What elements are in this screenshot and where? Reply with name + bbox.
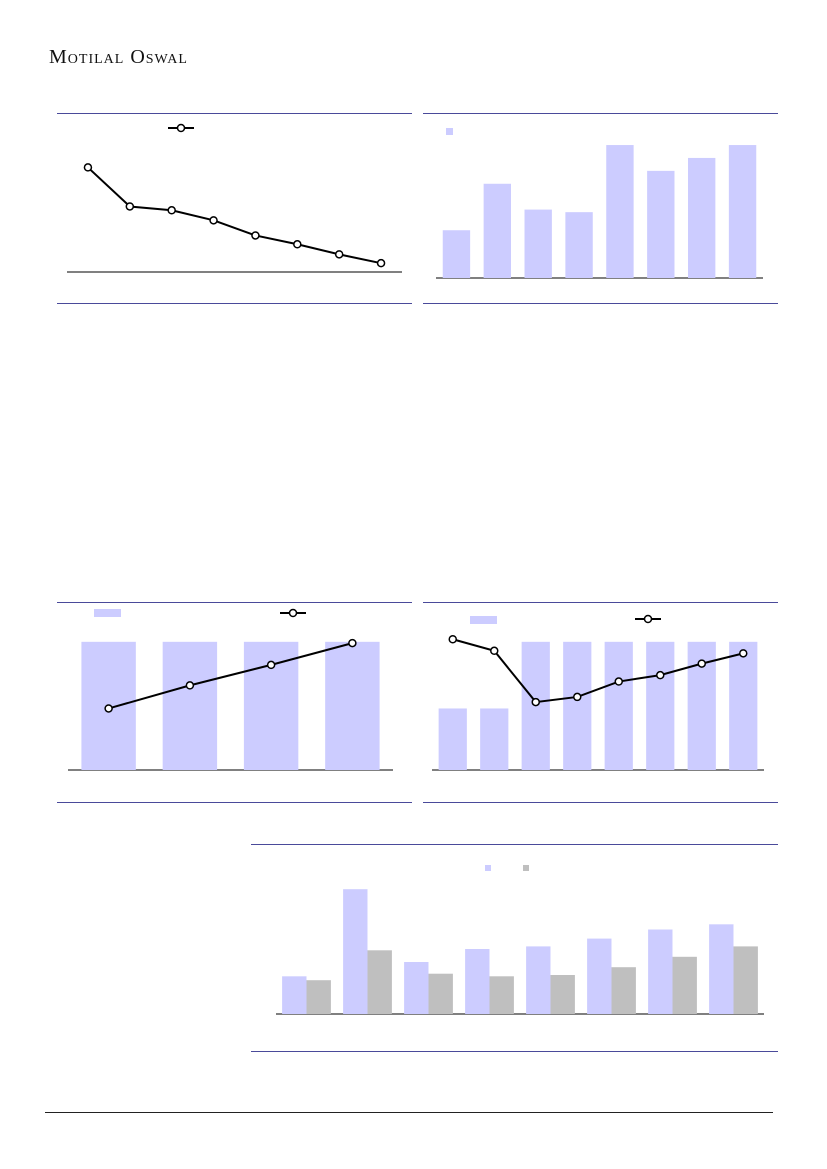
bar-7	[687, 157, 716, 278]
bar-5	[604, 641, 633, 770]
bar-2	[483, 183, 512, 278]
series-2-point-4	[573, 692, 582, 702]
bar-4	[325, 641, 380, 770]
series-1-bar-3	[404, 962, 429, 1014]
series-1-bar-4	[465, 949, 490, 1014]
bar-6	[647, 170, 675, 278]
legend-bar-swatch	[470, 616, 497, 624]
series-2-point-5	[614, 677, 623, 686]
legend-line-marker	[643, 614, 653, 624]
bar-6	[646, 641, 675, 770]
series-1-point-2	[125, 202, 135, 211]
series-2-bar-1	[306, 980, 331, 1014]
chart-5-grouped-bar	[276, 865, 764, 1015]
bar-1	[442, 230, 471, 278]
series-1-bar-5	[526, 946, 551, 1014]
bar-1	[438, 708, 467, 770]
chart-2-bottom-rule	[423, 303, 778, 304]
series-2-bar-2	[367, 950, 392, 1014]
series-2-line	[452, 638, 744, 704]
footer-rule	[45, 1112, 773, 1113]
legend-series-2-swatch	[523, 865, 529, 871]
chart-5-top-rule	[251, 844, 778, 845]
series-1-line	[87, 166, 382, 265]
series-2-bar-4	[489, 976, 514, 1014]
bar-4	[563, 641, 592, 770]
series-2-bar-8	[733, 946, 758, 1014]
legend-line-marker	[176, 123, 186, 133]
series-2-bar-5	[550, 975, 575, 1014]
chart-1-line	[67, 123, 402, 273]
series-1-bar-7	[648, 929, 673, 1014]
chart-1-bottom-rule	[57, 303, 412, 304]
chart-3-bottom-rule	[57, 802, 412, 803]
series-1-point-1	[83, 163, 93, 172]
legend-bar-swatch	[446, 128, 453, 135]
series-1-point-3	[167, 206, 176, 215]
bar-2	[162, 641, 218, 770]
series-2-point-4	[348, 638, 357, 648]
series-1-point-6	[293, 240, 302, 249]
bar-8	[728, 145, 757, 278]
bar-2	[480, 708, 509, 770]
legend-series-1-swatch	[485, 865, 491, 871]
chart-3-bar-line	[68, 608, 393, 771]
brand-logo-text: Motilal Oswal	[49, 46, 188, 68]
chart-3-top-rule	[57, 602, 412, 603]
series-2-point-7	[697, 659, 706, 668]
series-2-point-3	[531, 697, 540, 707]
bar-4	[565, 212, 593, 278]
series-1-point-4	[209, 216, 218, 225]
bar-3	[524, 209, 552, 278]
chart-5-bottom-rule	[251, 1051, 778, 1052]
series-2-point-2	[185, 681, 195, 690]
series-2-point-8	[739, 649, 748, 658]
series-2-point-3	[266, 660, 276, 670]
series-2-point-1	[448, 635, 457, 644]
series-1-point-5	[251, 231, 260, 240]
legend-bar-swatch	[94, 609, 121, 617]
series-1-point-7	[334, 250, 344, 259]
series-2-point-6	[656, 670, 665, 680]
series-1-bar-1	[282, 976, 307, 1014]
chart-4-bottom-rule	[423, 802, 778, 803]
series-1-bar-2	[343, 889, 368, 1014]
bar-8	[729, 641, 758, 770]
series-2-bar-3	[428, 973, 453, 1014]
chart-2-bar	[436, 128, 763, 279]
legend-line-marker	[288, 608, 298, 618]
series-1-point-8	[376, 258, 386, 268]
series-2-point-2	[490, 646, 499, 656]
chart-1-top-rule	[57, 113, 412, 114]
series-2-bar-6	[611, 967, 636, 1014]
series-2-point-1	[104, 704, 113, 713]
chart-4-bar-line	[432, 614, 764, 771]
series-1-bar-6	[587, 938, 612, 1014]
chart-2-top-rule	[423, 113, 778, 114]
series-2-bar-7	[672, 956, 697, 1014]
series-2-line	[108, 642, 353, 710]
series-1-bar-8	[709, 924, 734, 1014]
bar-5	[606, 145, 634, 278]
chart-4-top-rule	[423, 602, 778, 603]
